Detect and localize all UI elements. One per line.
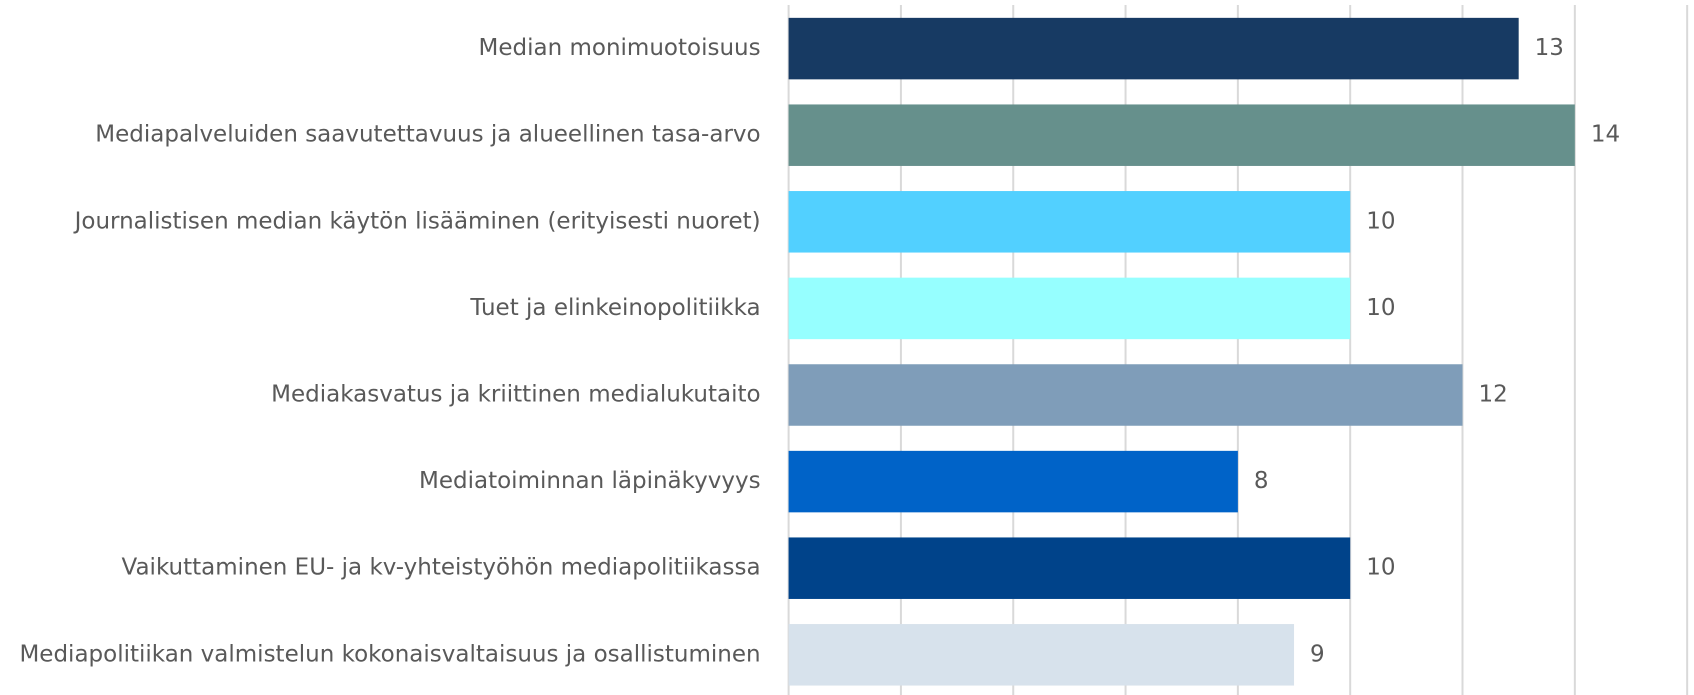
bar (788, 277, 1351, 340)
y-tick-label: Tuet ja elinkeinopolitiikka (469, 295, 760, 321)
data-label: 14 (1591, 122, 1620, 148)
bar (788, 104, 1575, 166)
y-tick-label: Mediakasvatus ja kriittinen medialukutai… (271, 382, 760, 408)
y-tick-label: Mediatoiminnan läpinäkyvyys (419, 468, 761, 494)
bar (788, 364, 1463, 426)
y-tick-label: Mediapolitiikan valmistelun kokonaisvalt… (19, 641, 760, 667)
data-label: 10 (1366, 208, 1395, 234)
bar (788, 537, 1351, 599)
data-label: 12 (1479, 382, 1508, 408)
bar (788, 450, 1238, 513)
data-label: 8 (1254, 468, 1269, 494)
data-label: 10 (1366, 295, 1395, 321)
y-tick-label: Median monimuotoisuus (479, 35, 761, 61)
y-tick-label: Vaikuttaminen EU- ja kv-yhteistyöhön med… (122, 555, 761, 581)
data-label: 9 (1310, 641, 1325, 667)
y-tick-label: Journalistisen median käytön lisääminen … (73, 208, 761, 234)
data-label: 13 (1535, 35, 1564, 61)
bar (788, 17, 1519, 80)
y-tick-label: Mediapalveluiden saavutettavuus ja aluee… (95, 122, 760, 148)
data-label: 10 (1366, 555, 1395, 581)
bar (788, 624, 1295, 686)
bar (788, 191, 1351, 253)
